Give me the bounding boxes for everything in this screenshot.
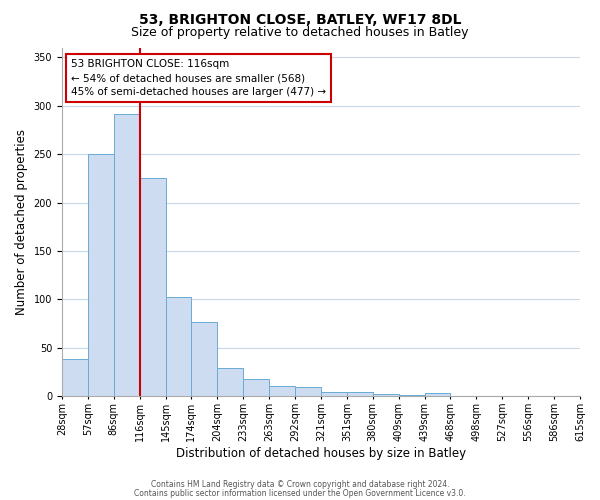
Bar (166, 296, 191, 396)
X-axis label: Distribution of detached houses by size in Batley: Distribution of detached houses by size … (176, 447, 466, 460)
Bar (114, 114, 140, 396)
Y-axis label: Number of detached properties: Number of detached properties (15, 129, 28, 315)
Bar (425, 394, 451, 396)
Bar (191, 322, 217, 396)
Bar (217, 368, 243, 396)
Text: 53 BRIGHTON CLOSE: 116sqm
← 54% of detached houses are smaller (568)
45% of semi: 53 BRIGHTON CLOSE: 116sqm ← 54% of detac… (71, 59, 326, 97)
Text: Size of property relative to detached houses in Batley: Size of property relative to detached ho… (131, 26, 469, 39)
Bar (373, 394, 398, 396)
Bar (243, 379, 269, 396)
Bar (295, 386, 321, 396)
Bar (62, 358, 88, 397)
Bar (269, 386, 295, 396)
Text: Contains public sector information licensed under the Open Government Licence v3: Contains public sector information licen… (134, 488, 466, 498)
Bar (347, 392, 373, 396)
Text: Contains HM Land Registry data © Crown copyright and database right 2024.: Contains HM Land Registry data © Crown c… (151, 480, 449, 489)
Bar (88, 154, 114, 396)
Bar (140, 178, 166, 396)
Text: 53, BRIGHTON CLOSE, BATLEY, WF17 8DL: 53, BRIGHTON CLOSE, BATLEY, WF17 8DL (139, 12, 461, 26)
Bar (321, 392, 347, 396)
